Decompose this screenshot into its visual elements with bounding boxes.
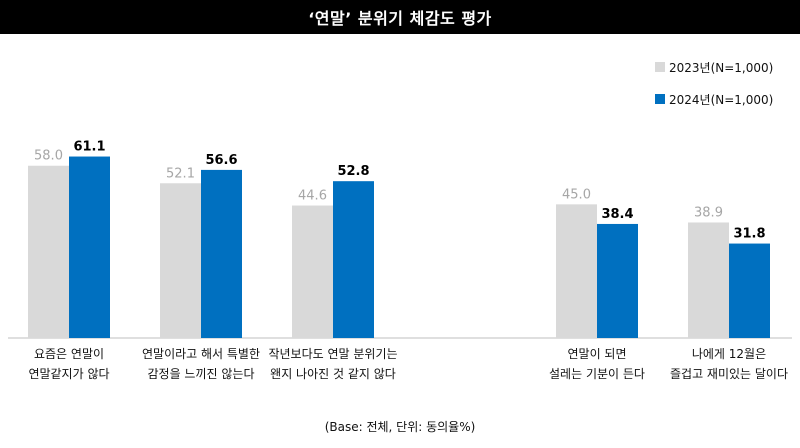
legend: 2023년(N=1,000) 2024년(N=1,000): [655, 58, 773, 122]
legend-label-2023: 2023년(N=1,000): [669, 60, 774, 75]
data-label-2023-4: 38.9: [694, 205, 723, 220]
category-label-line: 요즘은 연말이: [33, 347, 105, 361]
bar-2024-1: [201, 169, 242, 338]
category-label-line: 왠지 나아진 것 같지 않다: [270, 367, 396, 381]
category-label-line: 연말이 되면: [567, 347, 627, 361]
data-label-2023-0: 58.0: [34, 149, 63, 164]
chart-title: ‘연말’ 분위기 체감도 평가: [0, 0, 800, 34]
data-label-2023-1: 52.1: [166, 166, 195, 181]
data-label-2024-3: 38.4: [601, 207, 633, 222]
category-label-line: 설레는 기분이 든다: [549, 367, 645, 381]
category-label-line: 즐겁고 재미있는 달이다: [669, 367, 789, 381]
data-label-2024-1: 56.6: [205, 153, 237, 168]
bar-2023-3: [556, 204, 597, 338]
legend-item-2024: 2024년(N=1,000): [655, 90, 773, 108]
bar-2023-2: [292, 205, 333, 338]
bar-2023-4: [688, 222, 729, 338]
bar-2023-1: [160, 183, 201, 338]
category-label-line: 작년보다도 연말 분위기는: [268, 347, 398, 361]
category-label-line: 감정을 느끼진 않는다: [147, 367, 255, 381]
bar-2024-2: [333, 181, 374, 338]
category-label-line: 나에게 12월은: [691, 347, 767, 361]
legend-swatch-2024: [655, 94, 665, 104]
data-label-2024-4: 31.8: [733, 227, 765, 242]
bar-2024-4: [729, 243, 770, 338]
bar-2024-0: [69, 156, 110, 338]
base-note: (Base: 전체, 단위: 동의율%): [324, 420, 476, 434]
data-label-2024-2: 52.8: [337, 164, 369, 179]
legend-swatch-2023: [655, 62, 665, 72]
category-label-line: 연말이라고 해서 특별한: [141, 347, 261, 361]
data-label-2024-0: 61.1: [73, 140, 105, 155]
data-label-2023-3: 45.0: [562, 187, 591, 202]
bar-2023-0: [28, 165, 69, 338]
category-label-line: 연말같지가 않다: [28, 367, 110, 381]
legend-label-2024: 2024년(N=1,000): [669, 92, 774, 107]
data-label-2023-2: 44.6: [298, 189, 327, 204]
legend-item-2023: 2023년(N=1,000): [655, 58, 773, 76]
bar-2024-3: [597, 223, 638, 338]
